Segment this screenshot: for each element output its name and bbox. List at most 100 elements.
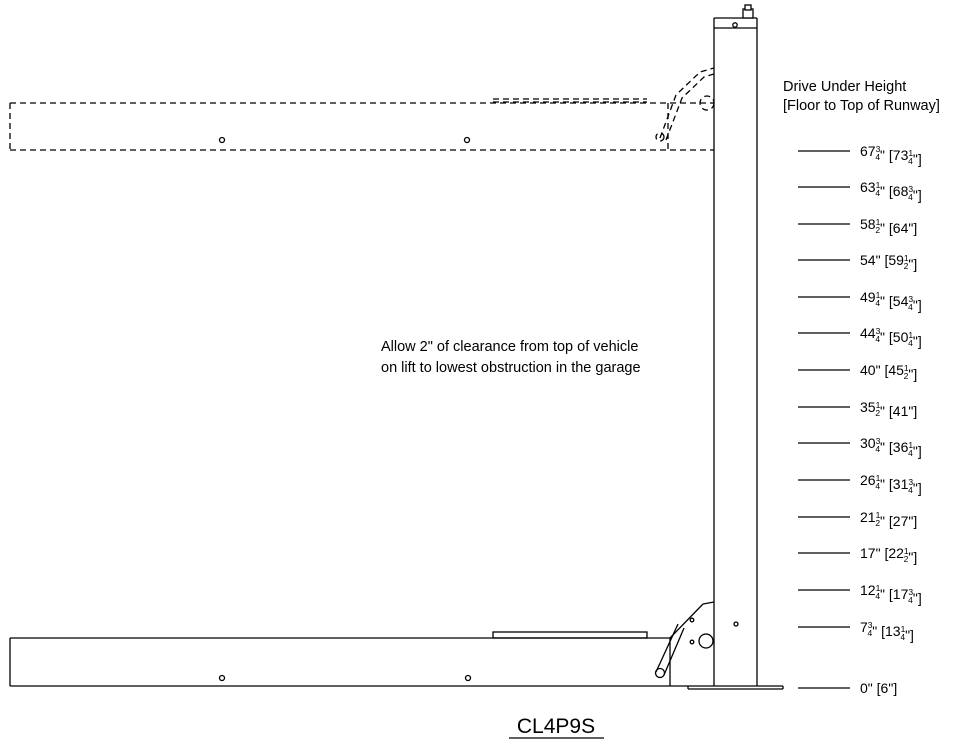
height-whole: 54 [860,252,876,268]
height-label: 581 2" [64"] [860,216,917,236]
fraction-denominator: 4 [900,632,905,642]
height-row: 0" [6"] [798,680,897,696]
height-row: 211 2" [27"] [798,509,917,529]
drive-under-height-title: Drive Under Height [783,79,906,95]
fraction-denominator: 4 [875,298,880,308]
fraction-denominator: 4 [875,591,880,601]
height-bracket: 64 [893,220,909,236]
fraction-denominator: 4 [908,156,913,166]
height-whole: 49 [860,289,876,305]
height-whole: 26 [860,472,876,488]
height-bracket: 45 [888,362,904,378]
fraction-denominator: 2 [904,371,909,381]
height-label: 0" [6"] [860,680,897,696]
fraction-denominator: 4 [875,481,880,491]
fraction-denominator: 4 [908,595,913,605]
fraction-denominator: 4 [908,338,913,348]
height-bracket: 41 [893,403,909,419]
height-bracket: 22 [888,545,904,561]
fraction-denominator: 2 [875,518,880,528]
fraction-numerator: 3 [908,587,913,597]
fraction-numerator: 1 [876,400,881,410]
height-label: 73 4" [131 4"] [860,619,914,643]
fraction-numerator: 1 [901,624,906,634]
fraction-denominator: 4 [868,628,873,638]
height-whole: 30 [860,435,876,451]
height-row: 303 4" [361 4"] [798,435,922,459]
fraction-numerator: 1 [876,473,881,483]
height-row: 581 2" [64"] [798,216,917,236]
height-label: 351 2" [41"] [860,399,917,419]
raised-runway-holes [218,136,471,144]
height-row: 443 4" [501 4"] [798,325,922,349]
height-label: 17" [221 2"] [860,545,917,565]
height-bracket: 68 [893,183,909,199]
fraction-numerator: 1 [876,217,881,227]
raised-runway [9,67,715,151]
fraction-denominator: 2 [875,408,880,418]
fraction-numerator: 3 [876,436,881,446]
fraction-numerator: 1 [908,148,913,158]
fraction-numerator: 1 [908,440,913,450]
height-scale: 673 4" [731 4"]631 4" [683 4"]581 2" [64"]54"… [798,143,922,696]
fraction-denominator: 2 [904,554,909,564]
height-label: 121 4" [173 4"] [860,582,922,606]
height-row: 351 2" [41"] [798,399,917,419]
fraction-numerator: 1 [904,363,909,373]
height-row: 40" [451 2"] [798,362,917,382]
height-bracket: 31 [893,476,909,492]
model-label: CL4P9S [517,715,595,738]
fraction-numerator: 1 [904,253,909,263]
fraction-denominator: 2 [904,261,909,271]
fraction-denominator: 4 [908,485,913,495]
fraction-numerator: 1 [876,180,881,190]
fraction-numerator: 1 [876,510,881,520]
height-label: 631 4" [683 4"] [860,179,922,203]
height-bracket: 27 [893,513,909,529]
post-base-plate [687,685,784,690]
fraction-numerator: 3 [908,184,913,194]
fraction-numerator: 1 [904,546,909,556]
fraction-numerator: 3 [868,620,873,630]
fraction-denominator: 4 [908,302,913,312]
height-row: 673 4" [731 4"] [798,143,922,167]
height-row: 631 4" [683 4"] [798,179,922,203]
height-row: 17" [221 2"] [798,545,917,565]
height-bracket: 36 [893,439,909,455]
fraction-numerator: 3 [908,477,913,487]
height-row: 73 4" [131 4"] [798,619,914,643]
fraction-denominator: 4 [908,448,913,458]
height-whole: 17 [860,545,876,561]
height-label: 673 4" [731 4"] [860,143,922,167]
fraction-denominator: 4 [908,192,913,202]
fraction-numerator: 3 [876,144,881,154]
height-bracket: 73 [893,147,909,163]
height-whole: 12 [860,582,876,598]
height-label: 211 2" [27"] [860,509,917,529]
clearance-note-line2: on lift to lowest obstruction in the gar… [381,360,641,376]
height-row: 491 4" [543 4"] [798,289,922,313]
fraction-denominator: 4 [875,444,880,454]
height-whole: 7 [860,619,868,635]
fraction-denominator: 4 [875,334,880,344]
height-whole: 35 [860,399,876,415]
height-label: 303 4" [361 4"] [860,435,922,459]
height-bracket: 50 [893,329,909,345]
height-label: 443 4" [501 4"] [860,325,922,349]
height-row: 121 4" [173 4"] [798,582,922,606]
height-bracket: 54 [893,293,909,309]
clearance-note-line1: Allow 2" of clearance from top of vehicl… [381,339,638,355]
fraction-numerator: 3 [908,294,913,304]
height-whole: 44 [860,325,876,341]
fraction-numerator: 1 [908,330,913,340]
fraction-denominator: 4 [875,188,880,198]
fraction-denominator: 4 [875,152,880,162]
fraction-numerator: 1 [876,290,881,300]
lowered-runway [9,601,715,687]
height-label: 40" [451 2"] [860,362,917,382]
fraction-numerator: 3 [876,326,881,336]
height-label: 491 4" [543 4"] [860,289,922,313]
height-label: 54" [591 2"] [860,252,917,272]
height-whole: 63 [860,179,876,195]
